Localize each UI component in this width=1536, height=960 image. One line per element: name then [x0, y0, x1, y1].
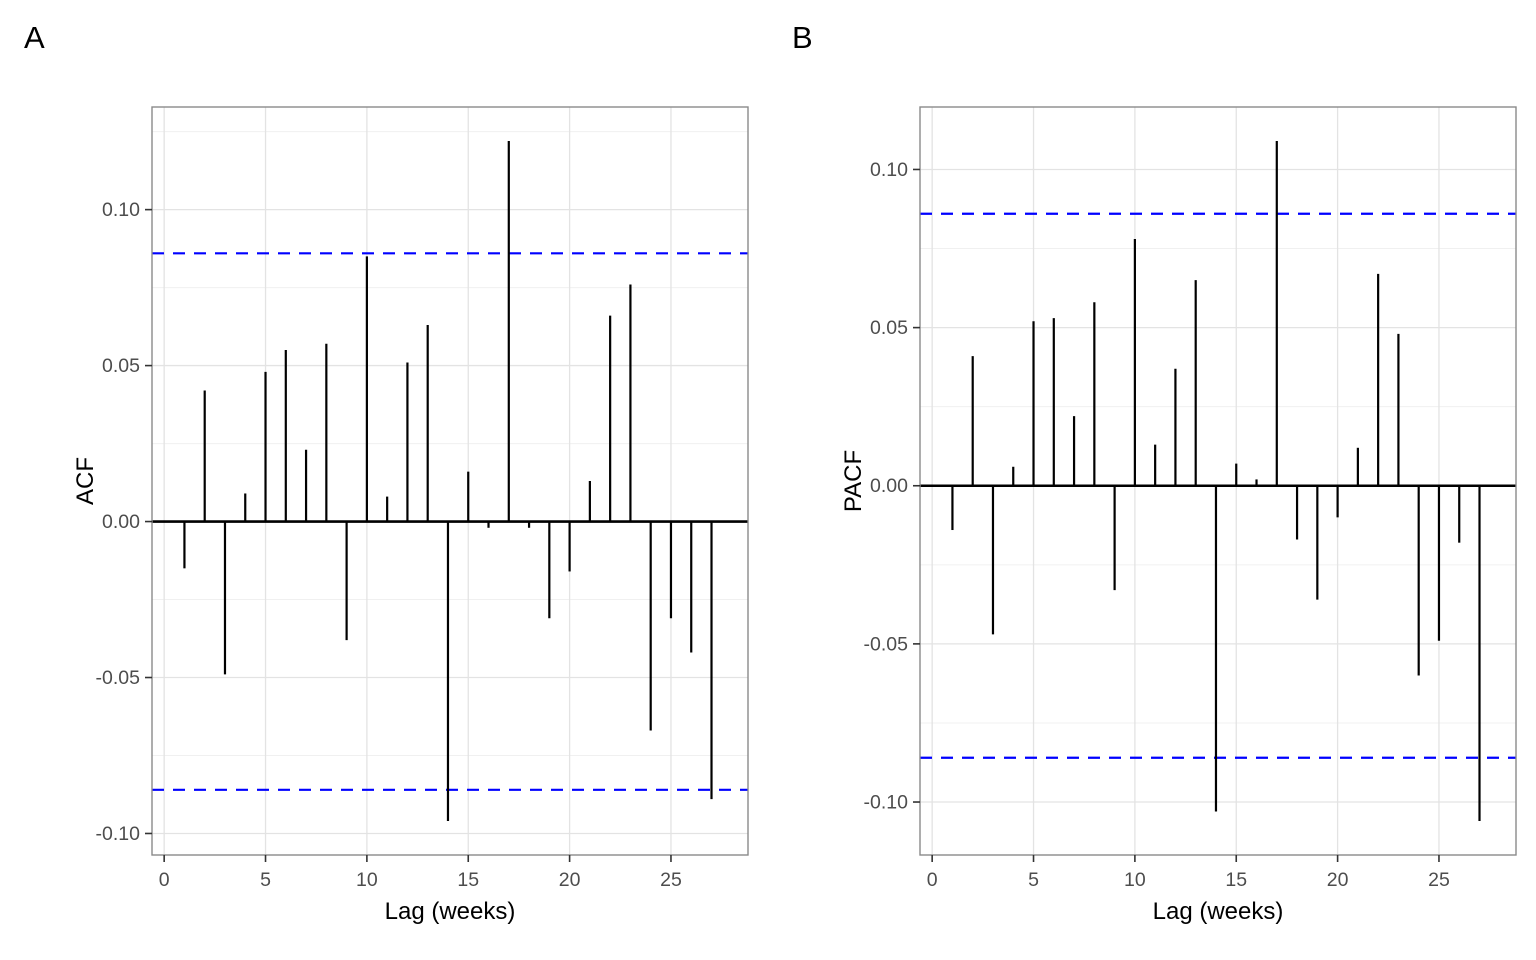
y-tick-label: 0.00 — [102, 511, 140, 533]
x-tick-label: 0 — [927, 869, 938, 891]
x-tick-label: 15 — [1225, 869, 1247, 891]
x-tick-label: 25 — [1428, 869, 1450, 891]
panel-tag-b: B — [792, 20, 813, 55]
panel-border — [151, 106, 749, 856]
x-tick-label: 10 — [356, 869, 378, 891]
panel-border — [919, 106, 1517, 856]
x-tick-label: 20 — [559, 869, 581, 891]
acf-chart: 0.10 0.05 0.00 -0.05 -0.10 0 5 10 15 20 25 — [96, 106, 749, 891]
x-tick-label: 10 — [1124, 869, 1146, 891]
y-tick-label: -0.05 — [864, 633, 909, 655]
pacf-chart: 0.10 0.05 0.00 -0.05 -0.10 0 5 10 15 20 25 — [864, 106, 1517, 891]
y-tick-label: 0.05 — [870, 317, 908, 339]
y-tick-label: -0.10 — [864, 792, 909, 814]
panel-tag-a: A — [24, 20, 45, 55]
pacf-panel-container: B 0.10 0.05 0.00 -0.05 -0.10 0 5 10 15 20 25 PACF … — [768, 0, 1536, 960]
x-tick-label: 20 — [1327, 869, 1349, 891]
acf-x-axis-title: Lag (weeks) — [384, 898, 516, 925]
y-tick-label: -0.10 — [96, 823, 141, 845]
pacf-plot-area — [920, 107, 1516, 855]
y-tick-label: 0.00 — [870, 475, 908, 497]
x-tick-label: 15 — [457, 869, 479, 891]
acf-plot-area — [152, 107, 748, 855]
x-tick-label: 5 — [260, 869, 271, 891]
y-tick-label: -0.05 — [96, 667, 141, 689]
x-tick-label: 25 — [660, 869, 682, 891]
acf-panel-container: A 0.10 0.05 0.00 -0.05 -0.10 0 5 10 15 20 25 ACF L… — [24, 20, 749, 925]
pacf-x-axis-title: Lag (weeks) — [1152, 898, 1284, 925]
x-tick-label: 5 — [1028, 869, 1039, 891]
pacf-y-axis-title: PACF — [840, 449, 867, 513]
acf-y-axis-title: ACF — [72, 457, 99, 505]
y-tick-label: 0.05 — [102, 355, 140, 377]
x-tick-label: 0 — [159, 869, 170, 891]
y-tick-label: 0.10 — [102, 199, 140, 221]
y-tick-label: 0.10 — [870, 159, 908, 181]
